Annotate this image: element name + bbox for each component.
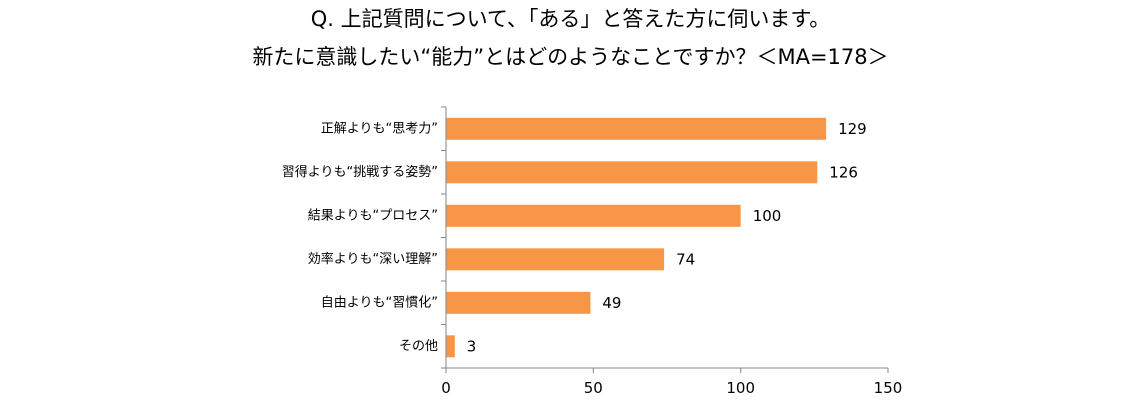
bar — [446, 161, 818, 184]
bar — [446, 204, 741, 227]
category-label: 効率よりも“深い理解” — [308, 251, 438, 267]
data-label: 3 — [467, 337, 477, 355]
bar — [446, 117, 827, 140]
data-label: 49 — [602, 294, 621, 312]
chart-title-line-1: Q. 上記質問について、「ある」と答えた方に伺います。 — [310, 7, 831, 31]
category-label: 結果よりも“プロセス” — [308, 208, 438, 223]
category-label: その他 — [399, 339, 438, 354]
bar — [446, 248, 665, 271]
category-label: 習得よりも“挑戦する姿勢” — [282, 164, 438, 180]
data-label: 129 — [838, 120, 867, 138]
x-tick-label: 0 — [441, 379, 451, 397]
data-label: 74 — [676, 250, 695, 268]
data-label: 126 — [829, 163, 858, 181]
chart-title-line-2: 新たに意識したい“能力”とはどのようなことですか？＜MA=178＞ — [252, 45, 889, 69]
x-tick-label: 100 — [726, 379, 755, 397]
category-label: 自由よりも“習慣化” — [321, 294, 438, 310]
x-tick-label: 150 — [874, 379, 903, 397]
bar — [446, 335, 455, 358]
category-label: 正解よりも“思考力” — [321, 121, 438, 136]
bar — [446, 291, 591, 314]
x-tick-label: 50 — [584, 379, 603, 397]
data-label: 100 — [753, 207, 782, 225]
